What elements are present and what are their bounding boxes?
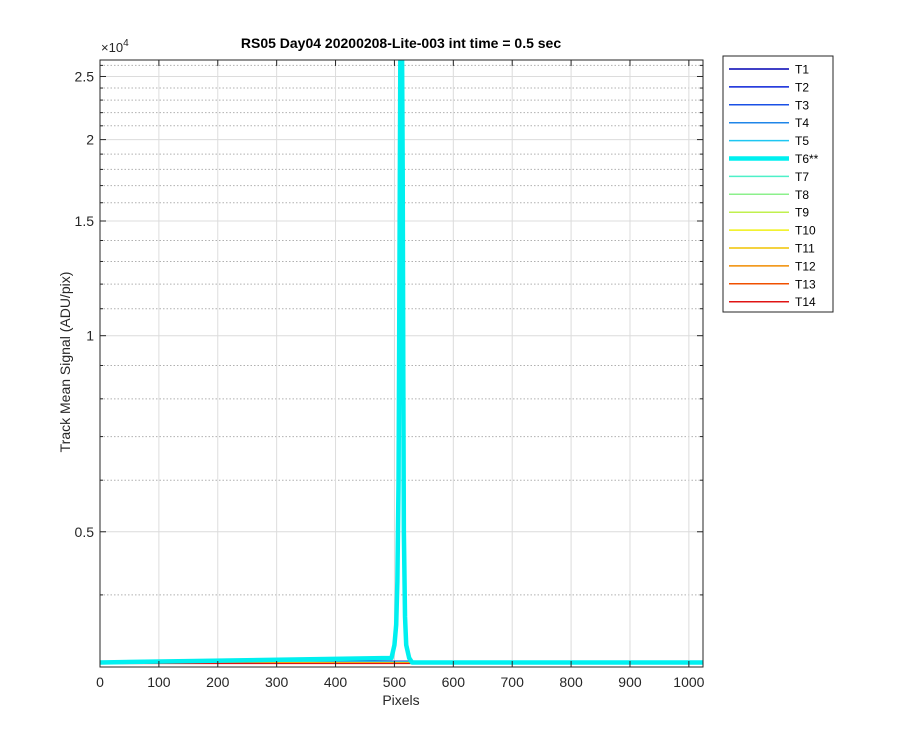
legend-entry: T7	[729, 170, 809, 184]
legend-label: T14	[795, 295, 816, 309]
legend-entry: T8	[729, 188, 809, 202]
legend-label: T4	[795, 116, 809, 130]
y-exponent-label: ×104	[101, 38, 129, 55]
legend-items: T1 T2 T3 T4 T5 T6** T7 T8 T9 T10 T11 T12 T13 T14	[729, 63, 819, 309]
x-tick-label: 100	[147, 674, 171, 690]
x-tick-label: 700	[501, 674, 525, 690]
x-tick-label: 600	[442, 674, 466, 690]
legend-entry: T11	[729, 242, 815, 256]
legend-entry: T13	[729, 277, 816, 291]
legend-label: T13	[795, 277, 816, 291]
legend-entry: T10	[729, 224, 816, 238]
y-exponent-power: 4	[123, 38, 129, 49]
x-tick-label: 0	[96, 674, 104, 690]
legend-entry: T1	[729, 63, 809, 77]
x-tick-label: 900	[618, 674, 642, 690]
y-tick-label: 1.5	[75, 213, 95, 229]
legend: T1 T2 T3 T4 T5 T6** T7 T8 T9 T10 T11 T12 T13 T14	[722, 55, 834, 313]
x-tick-label: 200	[206, 674, 230, 690]
legend-label: T8	[795, 188, 809, 202]
legend-entry: T14	[729, 295, 816, 309]
legend-label: T12	[795, 259, 816, 273]
x-tick-label: 1000	[673, 674, 704, 690]
y-axis-label: Track Mean Signal (ADU/pix)	[57, 272, 73, 453]
legend-label: T10	[795, 224, 816, 238]
legend-label: T11	[795, 242, 815, 256]
axes-box	[99, 59, 704, 668]
y-tick-label: 1	[86, 328, 94, 344]
legend-entry: T4	[729, 116, 809, 130]
legend-entry: T6**	[729, 152, 819, 166]
legend-entry: T5	[729, 134, 809, 148]
series-lines	[100, 60, 703, 665]
series-line-highlighted	[100, 60, 703, 665]
y-tick-label: 2	[86, 132, 94, 148]
x-tick-label: 300	[265, 674, 289, 690]
legend-label: T1	[795, 63, 809, 77]
y-tick-label: 0.5	[75, 524, 95, 540]
y-tick-label: 2.5	[75, 68, 95, 84]
x-tick-label: 400	[324, 674, 348, 690]
legend-box	[722, 55, 834, 313]
legend-label: T5	[795, 134, 809, 148]
legend-label: T2	[795, 80, 809, 94]
x-tick-label: 800	[559, 674, 583, 690]
y-exponent-base: ×10	[101, 40, 123, 55]
legend-label: T3	[795, 98, 809, 112]
legend-entry: T12	[729, 259, 816, 273]
chart-title: RS05 Day04 20200208-Lite-003 int time = …	[241, 35, 561, 51]
axis-ticks	[99, 60, 703, 667]
legend-entry: T3	[729, 98, 809, 112]
tick-labels: 0 100 200 300 400 500 600 700 800 900 1000 0.5 1 1.5 2…	[75, 68, 705, 690]
legend-entry: T2	[729, 80, 809, 94]
legend-label: T6**	[795, 152, 819, 166]
legend-label: T9	[795, 206, 809, 220]
x-tick-label: 500	[383, 674, 407, 690]
legend-entry: T9	[729, 206, 809, 220]
legend-label: T7	[795, 170, 809, 184]
plot-area	[99, 59, 704, 668]
x-axis-label: Pixels	[382, 692, 419, 708]
